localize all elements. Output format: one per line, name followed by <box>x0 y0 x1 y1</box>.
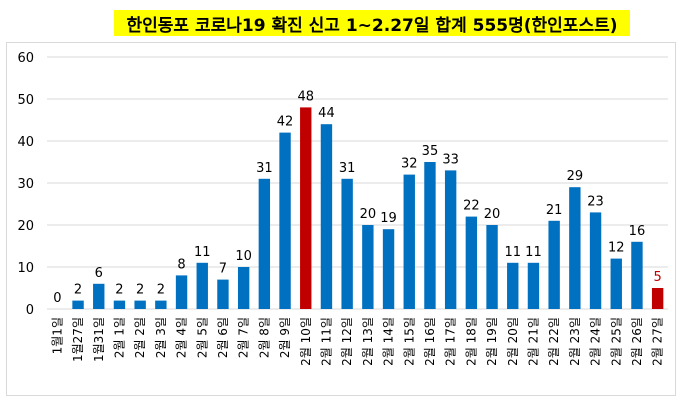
data-label: 31 <box>256 161 273 176</box>
x-tick-label: 2월 20일 <box>506 317 520 366</box>
data-label: 10 <box>235 249 252 264</box>
chart-title: 한인동포 코로나19 확진 신고 1~2.27일 합계 555명(한인포스트) <box>114 10 630 36</box>
bar <box>72 300 84 309</box>
bar <box>155 300 167 309</box>
bar <box>444 170 457 309</box>
x-tick-label: 2월 24일 <box>589 317 603 366</box>
bar <box>258 178 271 309</box>
x-tick-label: 1월31일 <box>92 317 106 362</box>
x-tick-label: 2월 5일 <box>195 317 209 358</box>
data-label: 11 <box>504 245 521 260</box>
bar <box>279 132 291 309</box>
bar <box>134 300 146 309</box>
data-label: 2 <box>136 283 144 298</box>
y-tick-label: 40 <box>17 135 34 150</box>
x-tick-label: 2월 16일 <box>423 317 437 366</box>
y-tick-label: 10 <box>17 261 34 276</box>
data-label: 44 <box>318 106 335 121</box>
bar <box>300 107 312 310</box>
x-tick-label: 2월 6일 <box>216 317 230 358</box>
y-tick-label: 20 <box>17 219 34 234</box>
bar <box>217 279 229 309</box>
bar <box>113 300 126 309</box>
bar <box>424 162 436 309</box>
data-label: 2 <box>74 283 82 298</box>
x-tick-label: 2월 3일 <box>154 317 168 358</box>
data-label: 6 <box>95 266 103 281</box>
data-label: 20 <box>360 207 377 222</box>
x-tick-label: 2월 26일 <box>630 317 644 366</box>
bar <box>362 225 374 309</box>
data-label: 42 <box>277 115 294 130</box>
x-tick-label: 2월 8일 <box>257 317 271 358</box>
data-label: 12 <box>608 241 625 256</box>
x-tick-label: 2월 1일 <box>112 317 126 358</box>
y-tick-label: 30 <box>17 177 34 192</box>
bar <box>382 229 395 309</box>
data-label: 2 <box>115 283 123 298</box>
bar <box>320 124 333 309</box>
bar <box>196 262 208 309</box>
data-label: 20 <box>484 207 501 222</box>
x-tick-label: 2월 9일 <box>278 317 292 358</box>
y-tick-label: 0 <box>26 303 34 318</box>
data-label: 48 <box>297 89 314 104</box>
x-tick-label: 2월 15일 <box>402 317 416 366</box>
data-label: 8 <box>177 257 185 272</box>
bar <box>527 262 540 309</box>
data-label: 35 <box>422 144 439 159</box>
bar <box>341 178 353 309</box>
data-label: 16 <box>629 224 646 239</box>
y-tick-label: 60 <box>17 51 34 66</box>
x-tick-label: 2월 19일 <box>485 317 499 366</box>
data-label: 29 <box>567 169 584 184</box>
data-label: 11 <box>194 245 211 260</box>
x-tick-label: 2월 12일 <box>340 317 354 366</box>
data-label: 31 <box>339 161 356 176</box>
data-label: 32 <box>401 157 418 172</box>
bar <box>237 267 250 309</box>
x-tick-label: 2월 18일 <box>464 317 478 366</box>
data-label: 22 <box>463 199 480 214</box>
bar <box>403 174 415 309</box>
data-label: 5 <box>654 270 662 285</box>
data-label: 33 <box>442 152 459 167</box>
x-tick-label: 2월 21일 <box>526 317 540 366</box>
x-tick-label: 1월1일 <box>50 317 64 354</box>
x-tick-label: 2월 10일 <box>299 317 313 366</box>
data-label: 0 <box>53 291 61 306</box>
data-label: 11 <box>525 245 542 260</box>
bar <box>465 216 478 309</box>
bar <box>631 241 643 309</box>
data-label: 2 <box>157 283 165 298</box>
data-label: 19 <box>380 211 397 226</box>
data-label: 7 <box>219 262 227 277</box>
data-label: 21 <box>546 203 563 218</box>
bar <box>486 225 498 309</box>
x-tick-label: 2월 22일 <box>547 317 561 366</box>
y-tick-label: 50 <box>17 93 34 108</box>
x-tick-label: 1월27일 <box>71 317 85 362</box>
bar <box>93 283 105 309</box>
bar <box>569 187 581 309</box>
x-tick-label: 2월 7일 <box>237 317 251 358</box>
bar-chart: 0 10 20 30 40 50 60 0 1월1일 2 1월27일 6 1월31일 2 2월 1일 2 2월 … <box>17 51 668 366</box>
x-tick-label: 2월 13일 <box>361 317 375 366</box>
bar <box>175 275 188 309</box>
x-tick-label: 2월 2일 <box>133 317 147 358</box>
x-tick-label: 2월 11일 <box>319 317 333 366</box>
x-tick-label: 2월 23일 <box>568 317 582 366</box>
x-tick-label: 2월 4일 <box>175 317 189 358</box>
x-tick-label: 2월 17일 <box>444 317 458 366</box>
chart-area: 0 10 20 30 40 50 60 0 1월1일 2 1월27일 6 1월31일 2 2월 1일 2 2월 … <box>6 42 676 396</box>
bar <box>589 212 602 309</box>
bar <box>610 258 622 309</box>
bar <box>651 288 664 309</box>
bar <box>507 262 519 309</box>
x-tick-label: 2월 27일 <box>651 317 665 366</box>
x-tick-label: 2월 14일 <box>382 317 396 366</box>
data-label: 23 <box>587 194 604 209</box>
x-tick-label: 2월 25일 <box>609 317 623 366</box>
bar <box>548 220 560 309</box>
